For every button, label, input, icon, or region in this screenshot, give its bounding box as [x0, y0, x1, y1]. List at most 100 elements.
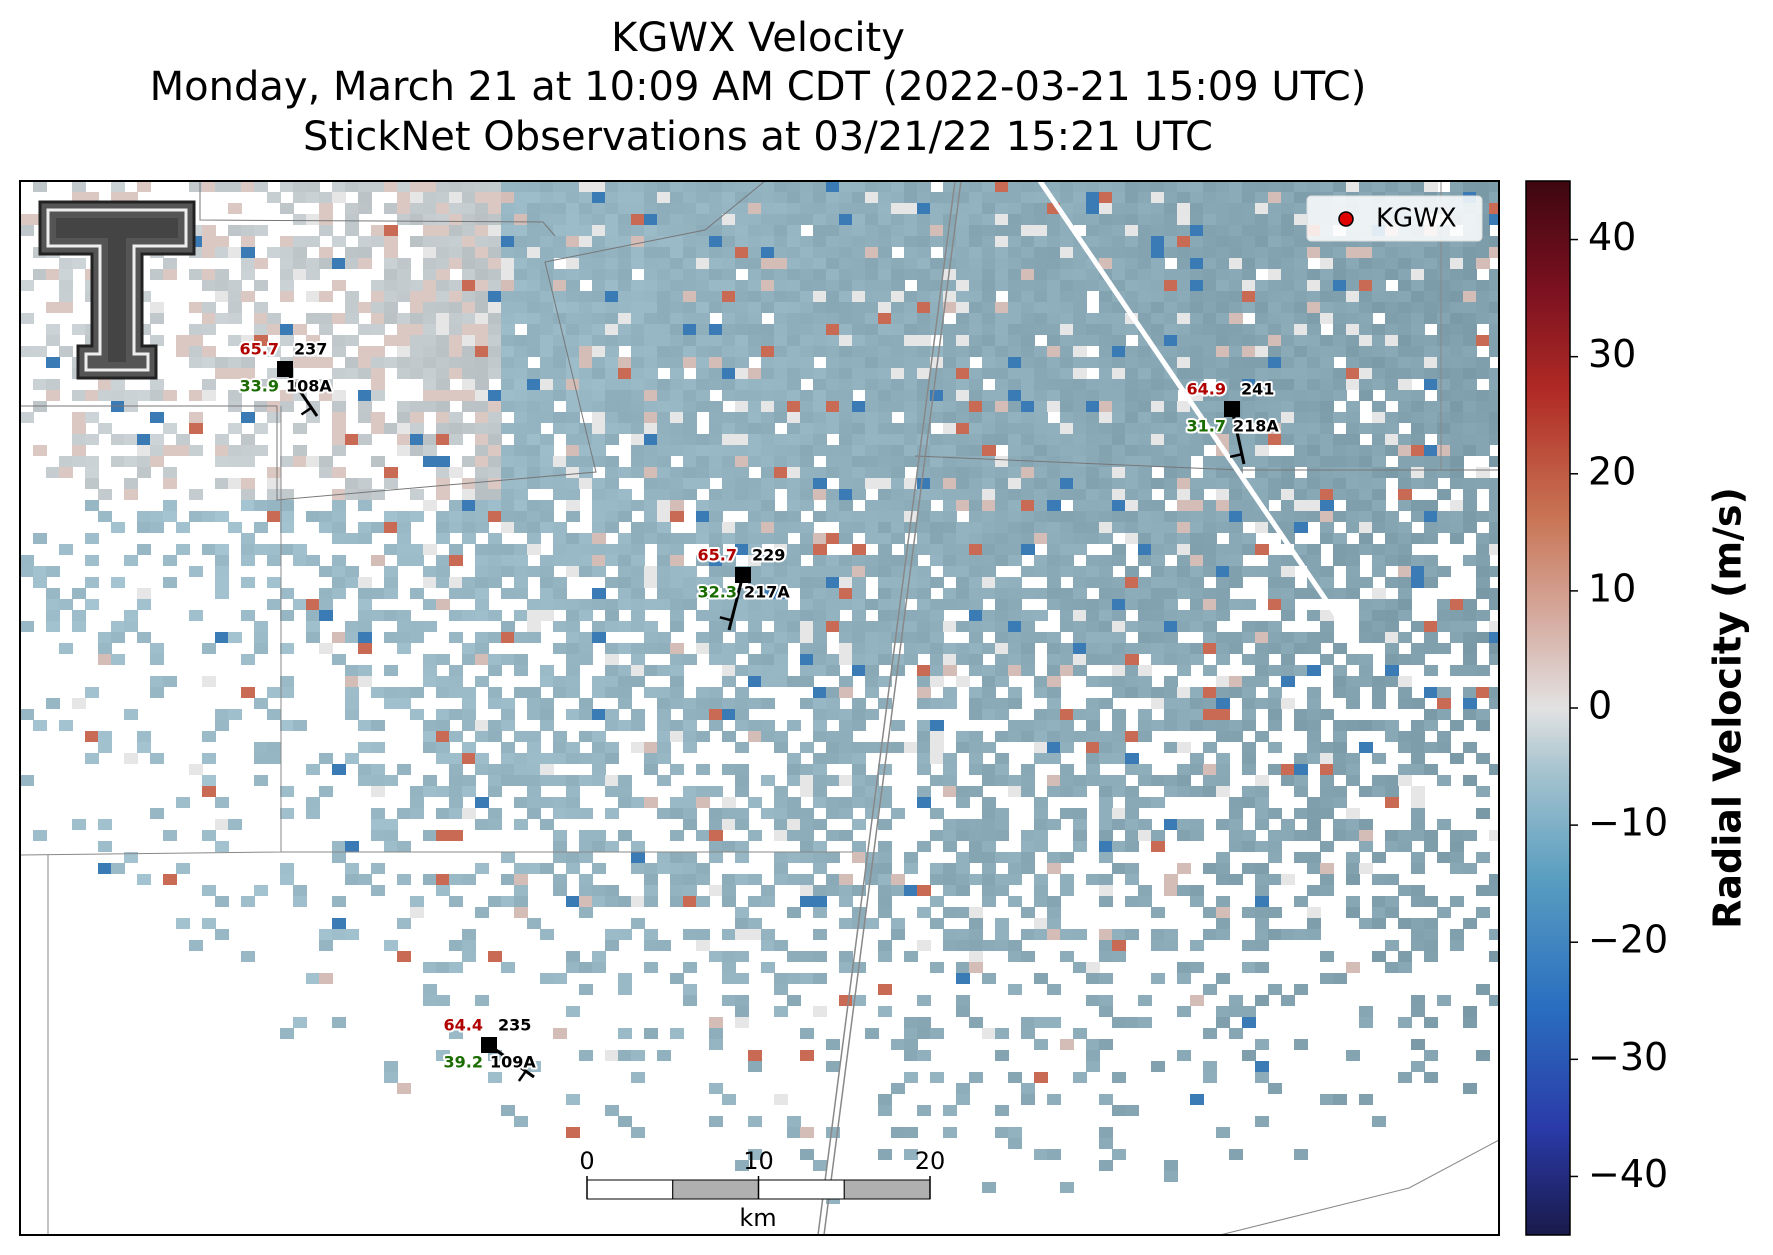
radar-cell	[995, 731, 1009, 742]
radar-cell	[1112, 500, 1126, 511]
radar-cell	[1073, 412, 1087, 423]
radar-cell	[943, 357, 957, 368]
radar-cell	[1008, 214, 1022, 225]
radar-cell	[865, 390, 879, 401]
radar-cell	[1177, 489, 1191, 500]
radar-cell	[826, 214, 840, 225]
radar-cell	[163, 676, 177, 687]
radar-cell	[228, 203, 242, 214]
radar-cell	[1164, 742, 1178, 753]
radar-cell	[969, 412, 983, 423]
radar-cell	[1216, 412, 1230, 423]
radar-cell	[514, 412, 528, 423]
radar-cell	[982, 346, 996, 357]
radar-cell	[436, 555, 450, 566]
radar-cell	[1060, 434, 1074, 445]
radar-cell	[540, 676, 554, 687]
radar-cell	[618, 313, 632, 324]
radar-cell	[1229, 192, 1243, 203]
radar-cell	[696, 390, 710, 401]
radar-cell	[1177, 225, 1191, 236]
radar-cell	[1437, 489, 1451, 500]
radar-cell	[449, 544, 463, 555]
radar-cell	[1398, 368, 1412, 379]
radar-cell	[709, 511, 723, 522]
radar-cell	[423, 390, 437, 401]
radar-cell	[1398, 434, 1412, 445]
radar-cell	[1385, 643, 1399, 654]
radar-cell	[709, 214, 723, 225]
radar-cell	[1138, 258, 1152, 269]
radar-cell	[683, 863, 697, 874]
radar-cell	[1333, 412, 1347, 423]
radar-cell	[605, 434, 619, 445]
radar-cell	[1255, 786, 1269, 797]
radar-cell	[189, 225, 203, 236]
radar-cell	[527, 225, 541, 236]
radar-cell	[1047, 379, 1061, 390]
radar-cell	[683, 324, 697, 335]
radar-cell	[462, 808, 476, 819]
radar-cell	[761, 940, 775, 951]
radar-cell	[1268, 588, 1282, 599]
radar-cell	[1021, 511, 1035, 522]
radar-cell	[514, 368, 528, 379]
radar-cell	[631, 368, 645, 379]
radar-cell	[1021, 489, 1035, 500]
radar-cell	[826, 577, 840, 588]
radar-cell	[605, 555, 619, 566]
radar-cell	[1164, 203, 1178, 214]
radar-cell	[943, 291, 957, 302]
radar-cell	[1060, 203, 1074, 214]
radar-cell	[1086, 500, 1100, 511]
radar-cell	[345, 577, 359, 588]
radar-cell	[1138, 291, 1152, 302]
radar-cell	[1190, 533, 1204, 544]
radar-cell	[306, 401, 320, 412]
radar-cell	[1164, 786, 1178, 797]
radar-cell	[1320, 412, 1334, 423]
radar-cell	[1021, 368, 1035, 379]
radar-cell	[501, 291, 515, 302]
radar-cell	[748, 511, 762, 522]
radar-cell	[1177, 511, 1191, 522]
radar-cell	[1060, 533, 1074, 544]
radar-cell	[696, 302, 710, 313]
radar-cell	[1034, 720, 1048, 731]
radar-cell	[631, 654, 645, 665]
radar-cell	[969, 852, 983, 863]
radar-cell	[1346, 478, 1360, 489]
radar-cell	[904, 203, 918, 214]
radar-cell	[1307, 720, 1321, 731]
radar-cell	[1294, 335, 1308, 346]
radar-cell	[878, 742, 892, 753]
radar-cell	[475, 797, 489, 808]
radar-cell	[1151, 841, 1165, 852]
radar-cell	[1008, 467, 1022, 478]
radar-cell	[514, 302, 528, 313]
radar-cell	[1073, 489, 1087, 500]
radar-cell	[917, 907, 931, 918]
radar-cell	[891, 368, 905, 379]
radar-cell	[787, 621, 801, 632]
radar-cell	[852, 632, 866, 643]
radar-cell	[475, 610, 489, 621]
radar-cell	[150, 412, 164, 423]
radar-cell	[1034, 401, 1048, 412]
radar-cell	[969, 786, 983, 797]
radar-cell	[1099, 445, 1113, 456]
radar-cell	[865, 291, 879, 302]
radar-cell	[1411, 819, 1425, 830]
radar-cell	[1359, 423, 1373, 434]
radar-cell	[553, 478, 567, 489]
radar-cell	[1372, 907, 1386, 918]
radar-cell	[1255, 698, 1269, 709]
radar-cell	[436, 324, 450, 335]
radar-cell	[722, 368, 736, 379]
radar-cell	[111, 863, 125, 874]
radar-cell	[1359, 533, 1373, 544]
radar-cell	[1476, 302, 1490, 313]
radar-cell	[1255, 775, 1269, 786]
radar-cell	[657, 643, 671, 654]
radar-cell	[1060, 247, 1074, 258]
